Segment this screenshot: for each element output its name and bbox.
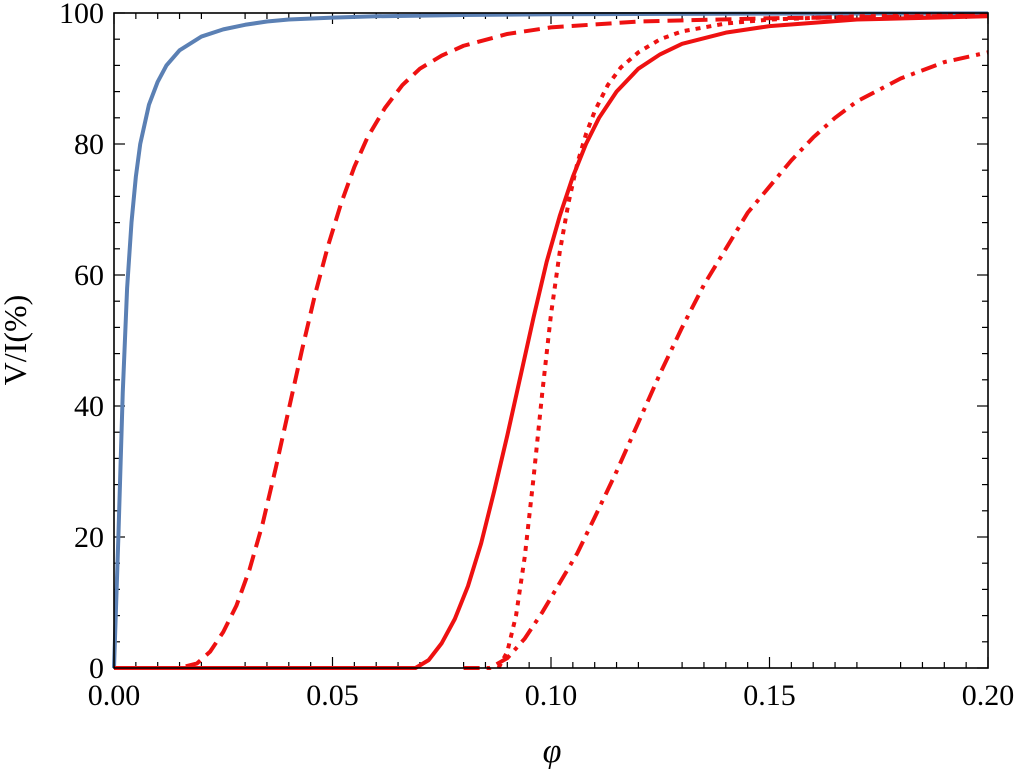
y-tick-label: 40 <box>74 390 104 423</box>
series-line-4 <box>496 12 989 669</box>
series-layer <box>112 11 989 670</box>
x-tick-label: 0.20 <box>962 679 1015 712</box>
plot-frame <box>113 12 989 669</box>
x-tick-label: 0.00 <box>88 679 141 712</box>
y-axis-title: V/I(%) <box>0 295 33 386</box>
y-tick-label: 100 <box>59 0 104 30</box>
series-line-3 <box>114 14 989 670</box>
x-tick-label: 0.05 <box>306 679 359 712</box>
x-tick-label: 0.10 <box>525 679 578 712</box>
y-tick-label: 80 <box>74 128 104 161</box>
major-ticks <box>113 12 989 669</box>
x-axis-title: φ <box>543 733 562 770</box>
x-tick-label: 0.15 <box>743 679 796 712</box>
minor-ticks <box>114 13 988 668</box>
series-line-5 <box>463 50 989 670</box>
series-line-1 <box>112 11 989 669</box>
y-tick-label: 60 <box>74 259 104 292</box>
tick-labels: 0.00 0.05 0.10 0.15 0.20 0 20 40 60 80 100 <box>59 0 1014 712</box>
y-tick-label: 0 <box>89 652 104 685</box>
series-line-2 <box>114 13 989 670</box>
y-tick-label: 20 <box>74 521 104 554</box>
